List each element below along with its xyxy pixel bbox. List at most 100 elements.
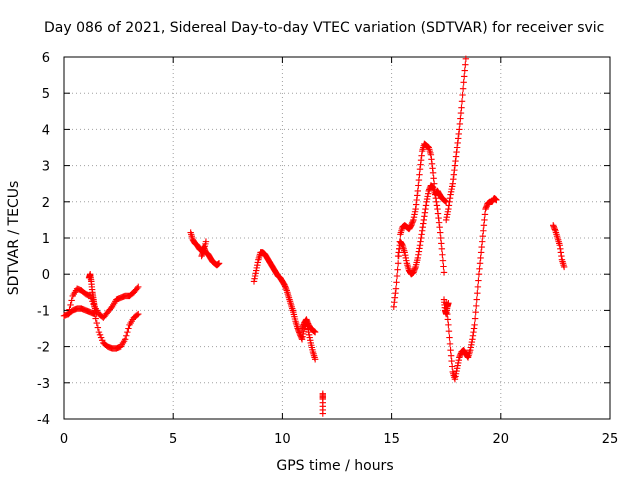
data-point — [471, 321, 478, 329]
data-point — [394, 260, 402, 267]
data-point — [415, 182, 422, 189]
data-point — [66, 306, 73, 313]
data-point — [458, 98, 466, 105]
series-segment-3 — [250, 249, 319, 363]
y-tick-label: -1 — [37, 304, 50, 319]
y-tick-label: 0 — [42, 268, 50, 283]
y-tick-labels: -4 -3 -2 -1 0 1 2 3 4 5 6 — [37, 51, 50, 428]
data-point — [471, 315, 479, 322]
data-point — [446, 340, 454, 348]
data-point — [202, 238, 210, 245]
series-segment-7 — [550, 222, 568, 271]
data-point — [99, 337, 106, 344]
x-tick-label: 0 — [60, 432, 68, 447]
data-point — [133, 285, 141, 292]
data-point — [560, 263, 568, 271]
data-point — [415, 176, 423, 184]
data-point — [393, 279, 400, 286]
data-point — [436, 223, 443, 231]
data-point — [65, 310, 72, 318]
data-point — [439, 251, 446, 258]
y-tick-label: 6 — [42, 51, 50, 66]
data-point — [125, 325, 132, 332]
series-segment-2-tail — [198, 238, 210, 260]
data-point — [456, 126, 463, 133]
series-segment-3-branch — [298, 316, 319, 336]
series-segment-6-drop — [440, 296, 452, 318]
y-tick-label: 1 — [42, 232, 50, 247]
data-point — [121, 336, 129, 343]
data-point — [449, 363, 456, 370]
data-point — [446, 334, 453, 341]
data-point — [459, 91, 466, 99]
data-point — [440, 269, 448, 276]
series-segment-6-rise — [443, 55, 470, 224]
data-point — [448, 357, 455, 365]
data-point — [480, 222, 488, 229]
data-point — [461, 73, 468, 80]
data-point — [473, 296, 480, 303]
data-point — [393, 272, 401, 280]
x-axis-label: GPS time / hours — [276, 458, 393, 474]
data-point — [476, 260, 484, 267]
data-point — [97, 334, 105, 341]
data-point — [445, 299, 452, 307]
series-segment-4 — [319, 390, 327, 417]
data-point — [93, 319, 100, 327]
data-point — [475, 277, 482, 284]
x-tick-labels: 0 5 10 15 20 25 — [60, 432, 618, 447]
data-point — [444, 316, 452, 323]
data-point — [447, 352, 455, 359]
data-point — [462, 55, 470, 63]
series-segment-2 — [187, 229, 223, 269]
y-axis-label: SDTVAR / TECUs — [6, 181, 22, 296]
x-tick-label: 20 — [493, 432, 510, 447]
data-point — [462, 61, 469, 68]
data-point — [457, 115, 464, 122]
data-point — [416, 171, 423, 178]
y-tick-label: -3 — [37, 377, 50, 392]
data-point — [459, 85, 467, 92]
y-tick-label: 3 — [42, 160, 50, 175]
data-point — [478, 243, 485, 251]
data-point — [394, 266, 401, 273]
y-tick-label: 5 — [42, 87, 50, 102]
data-point — [135, 283, 142, 291]
data-point — [68, 297, 75, 304]
data-point — [477, 249, 485, 256]
data-point — [430, 175, 437, 182]
series-segment-1-upper — [65, 283, 142, 321]
data-point — [93, 310, 100, 318]
data-point — [479, 238, 486, 245]
data-point — [319, 410, 327, 417]
data-point — [475, 271, 483, 278]
data-point — [472, 309, 479, 316]
data-point — [311, 328, 319, 336]
data-point — [481, 211, 489, 218]
series-segment-6 — [443, 194, 500, 383]
data-point — [493, 196, 500, 204]
data-point — [438, 245, 446, 253]
data-point — [480, 227, 487, 234]
data-point — [445, 328, 453, 335]
data-point — [311, 356, 319, 363]
data-point — [133, 311, 141, 319]
data-point — [460, 79, 467, 86]
data-point — [479, 232, 486, 240]
series-segment-1-lower — [60, 305, 142, 352]
series-segment-1-spike — [85, 271, 100, 318]
x-tick-label: 25 — [602, 432, 619, 447]
y-tick-label: -2 — [37, 341, 50, 356]
data-point — [436, 229, 444, 236]
data-point — [429, 169, 437, 177]
data-point — [96, 331, 104, 339]
y-tick-label: -4 — [37, 413, 50, 428]
data-point — [474, 283, 482, 291]
data-point — [440, 263, 447, 270]
data-point — [438, 240, 445, 247]
data-points — [60, 55, 568, 417]
x-tick-label: 15 — [383, 432, 400, 447]
data-point — [447, 347, 454, 354]
data-point — [476, 265, 483, 272]
data-point — [473, 302, 480, 310]
